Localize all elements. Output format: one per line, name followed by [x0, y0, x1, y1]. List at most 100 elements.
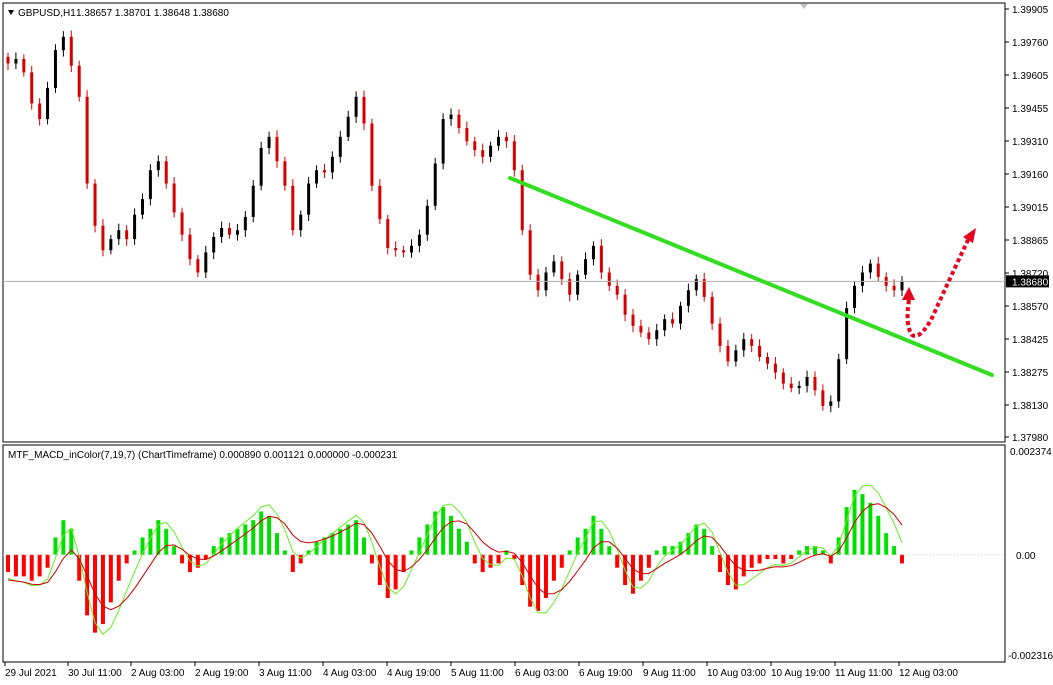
candle-body[interactable] — [607, 272, 611, 286]
candle-body[interactable] — [631, 314, 635, 326]
candle-body[interactable] — [362, 96, 366, 124]
candle-body[interactable] — [354, 96, 358, 117]
candle-body[interactable] — [576, 274, 580, 295]
candle-body[interactable] — [433, 163, 437, 206]
candle-body[interactable] — [686, 290, 690, 306]
candle-body[interactable] — [220, 228, 224, 237]
candle-body[interactable] — [417, 234, 421, 246]
candle-body[interactable] — [133, 214, 137, 240]
price-panel[interactable] — [2, 2, 1006, 443]
candle-body[interactable] — [734, 350, 738, 362]
candle-body[interactable] — [307, 183, 311, 215]
candle-body[interactable] — [370, 123, 374, 186]
candle-body[interactable] — [465, 127, 469, 142]
candle-body[interactable] — [330, 156, 334, 173]
candle-body[interactable] — [53, 50, 57, 88]
candle-body[interactable] — [101, 225, 105, 251]
candle-body[interactable] — [125, 230, 129, 240]
candle-body[interactable] — [821, 390, 825, 406]
candle-body[interactable] — [338, 136, 342, 157]
candle-body[interactable] — [512, 141, 516, 171]
candle-body[interactable] — [267, 136, 271, 148]
candle-body[interactable] — [85, 96, 89, 184]
candle-body[interactable] — [718, 323, 722, 346]
candle-body[interactable] — [449, 114, 453, 120]
candle-body[interactable] — [766, 356, 770, 364]
candle-body[interactable] — [520, 170, 524, 231]
candle-body[interactable] — [805, 376, 809, 386]
candle-body[interactable] — [164, 161, 168, 184]
candle-body[interactable] — [109, 239, 113, 251]
candle-body[interactable] — [481, 150, 485, 157]
candle-body[interactable] — [750, 339, 754, 346]
trendline[interactable] — [508, 176, 994, 377]
candle-body[interactable] — [140, 199, 144, 215]
shift-marker-icon[interactable] — [800, 4, 808, 9]
candle-body[interactable] — [702, 279, 706, 297]
candle-body[interactable] — [117, 230, 121, 240]
candle-body[interactable] — [829, 401, 833, 406]
candle-body[interactable] — [61, 36, 65, 51]
candle-body[interactable] — [457, 114, 461, 128]
candle-body[interactable] — [789, 383, 793, 389]
candle-body[interactable] — [38, 103, 42, 120]
candle-body[interactable] — [425, 205, 429, 235]
candle-body[interactable] — [228, 228, 232, 235]
candle-body[interactable] — [409, 245, 413, 253]
candle-body[interactable] — [710, 296, 714, 324]
candle-body[interactable] — [853, 285, 857, 309]
candle-body[interactable] — [813, 376, 817, 391]
candle-body[interactable] — [876, 263, 880, 277]
candle-body[interactable] — [6, 56, 10, 64]
candle-body[interactable] — [845, 308, 849, 360]
candle-body[interactable] — [196, 259, 200, 273]
candle-body[interactable] — [93, 183, 97, 226]
candle-body[interactable] — [584, 259, 588, 275]
candle-body[interactable] — [489, 145, 493, 157]
candle-body[interactable] — [386, 219, 390, 249]
candle-body[interactable] — [671, 319, 675, 324]
candle-body[interactable] — [259, 147, 263, 186]
candle-body[interactable] — [402, 250, 406, 253]
candle-body[interactable] — [322, 170, 326, 173]
candle-body[interactable] — [14, 59, 18, 64]
candle-body[interactable] — [172, 183, 176, 213]
candle-body[interactable] — [473, 141, 477, 151]
candle-body[interactable] — [860, 272, 864, 286]
candle-body[interactable] — [346, 116, 350, 137]
candle-body[interactable] — [837, 359, 841, 402]
candle-body[interactable] — [560, 261, 564, 280]
candle-body[interactable] — [797, 385, 801, 389]
candle-body[interactable] — [204, 252, 208, 273]
candle-body[interactable] — [77, 65, 81, 97]
candle-body[interactable] — [156, 161, 160, 171]
dropdown-triangle-icon[interactable] — [8, 10, 14, 15]
candle-body[interactable] — [315, 170, 319, 184]
candle-body[interactable] — [773, 363, 777, 373]
candle-body[interactable] — [552, 261, 556, 273]
candle-body[interactable] — [235, 230, 239, 235]
candle-body[interactable] — [623, 294, 627, 315]
candle-body[interactable] — [868, 263, 872, 273]
candle-body[interactable] — [394, 248, 398, 251]
candle-body[interactable] — [599, 245, 603, 273]
candle-body[interactable] — [639, 325, 643, 333]
candle-body[interactable] — [647, 332, 651, 340]
candle-body[interactable] — [568, 279, 572, 295]
candle-body[interactable] — [591, 245, 595, 260]
candle-body[interactable] — [663, 319, 667, 331]
candle-body[interactable] — [781, 372, 785, 384]
candle-body[interactable] — [504, 136, 508, 142]
candle-body[interactable] — [212, 236, 216, 253]
candle-body[interactable] — [30, 72, 34, 104]
candle-body[interactable] — [22, 59, 26, 73]
candle-body[interactable] — [148, 170, 152, 200]
candle-body[interactable] — [742, 339, 746, 351]
candle-body[interactable] — [251, 185, 255, 217]
candle-body[interactable] — [69, 36, 73, 66]
candle-body[interactable] — [726, 345, 730, 362]
forecast-arrow[interactable] — [902, 228, 976, 338]
candle-body[interactable] — [275, 136, 279, 162]
candle-body[interactable] — [378, 185, 382, 220]
candle-body[interactable] — [655, 330, 659, 340]
